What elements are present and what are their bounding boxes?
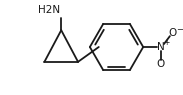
Text: O: O [157, 59, 165, 69]
Text: N: N [157, 42, 165, 52]
Text: H2N: H2N [38, 6, 60, 15]
Text: −: − [176, 25, 183, 34]
Text: O: O [169, 28, 177, 38]
Text: +: + [163, 38, 169, 47]
